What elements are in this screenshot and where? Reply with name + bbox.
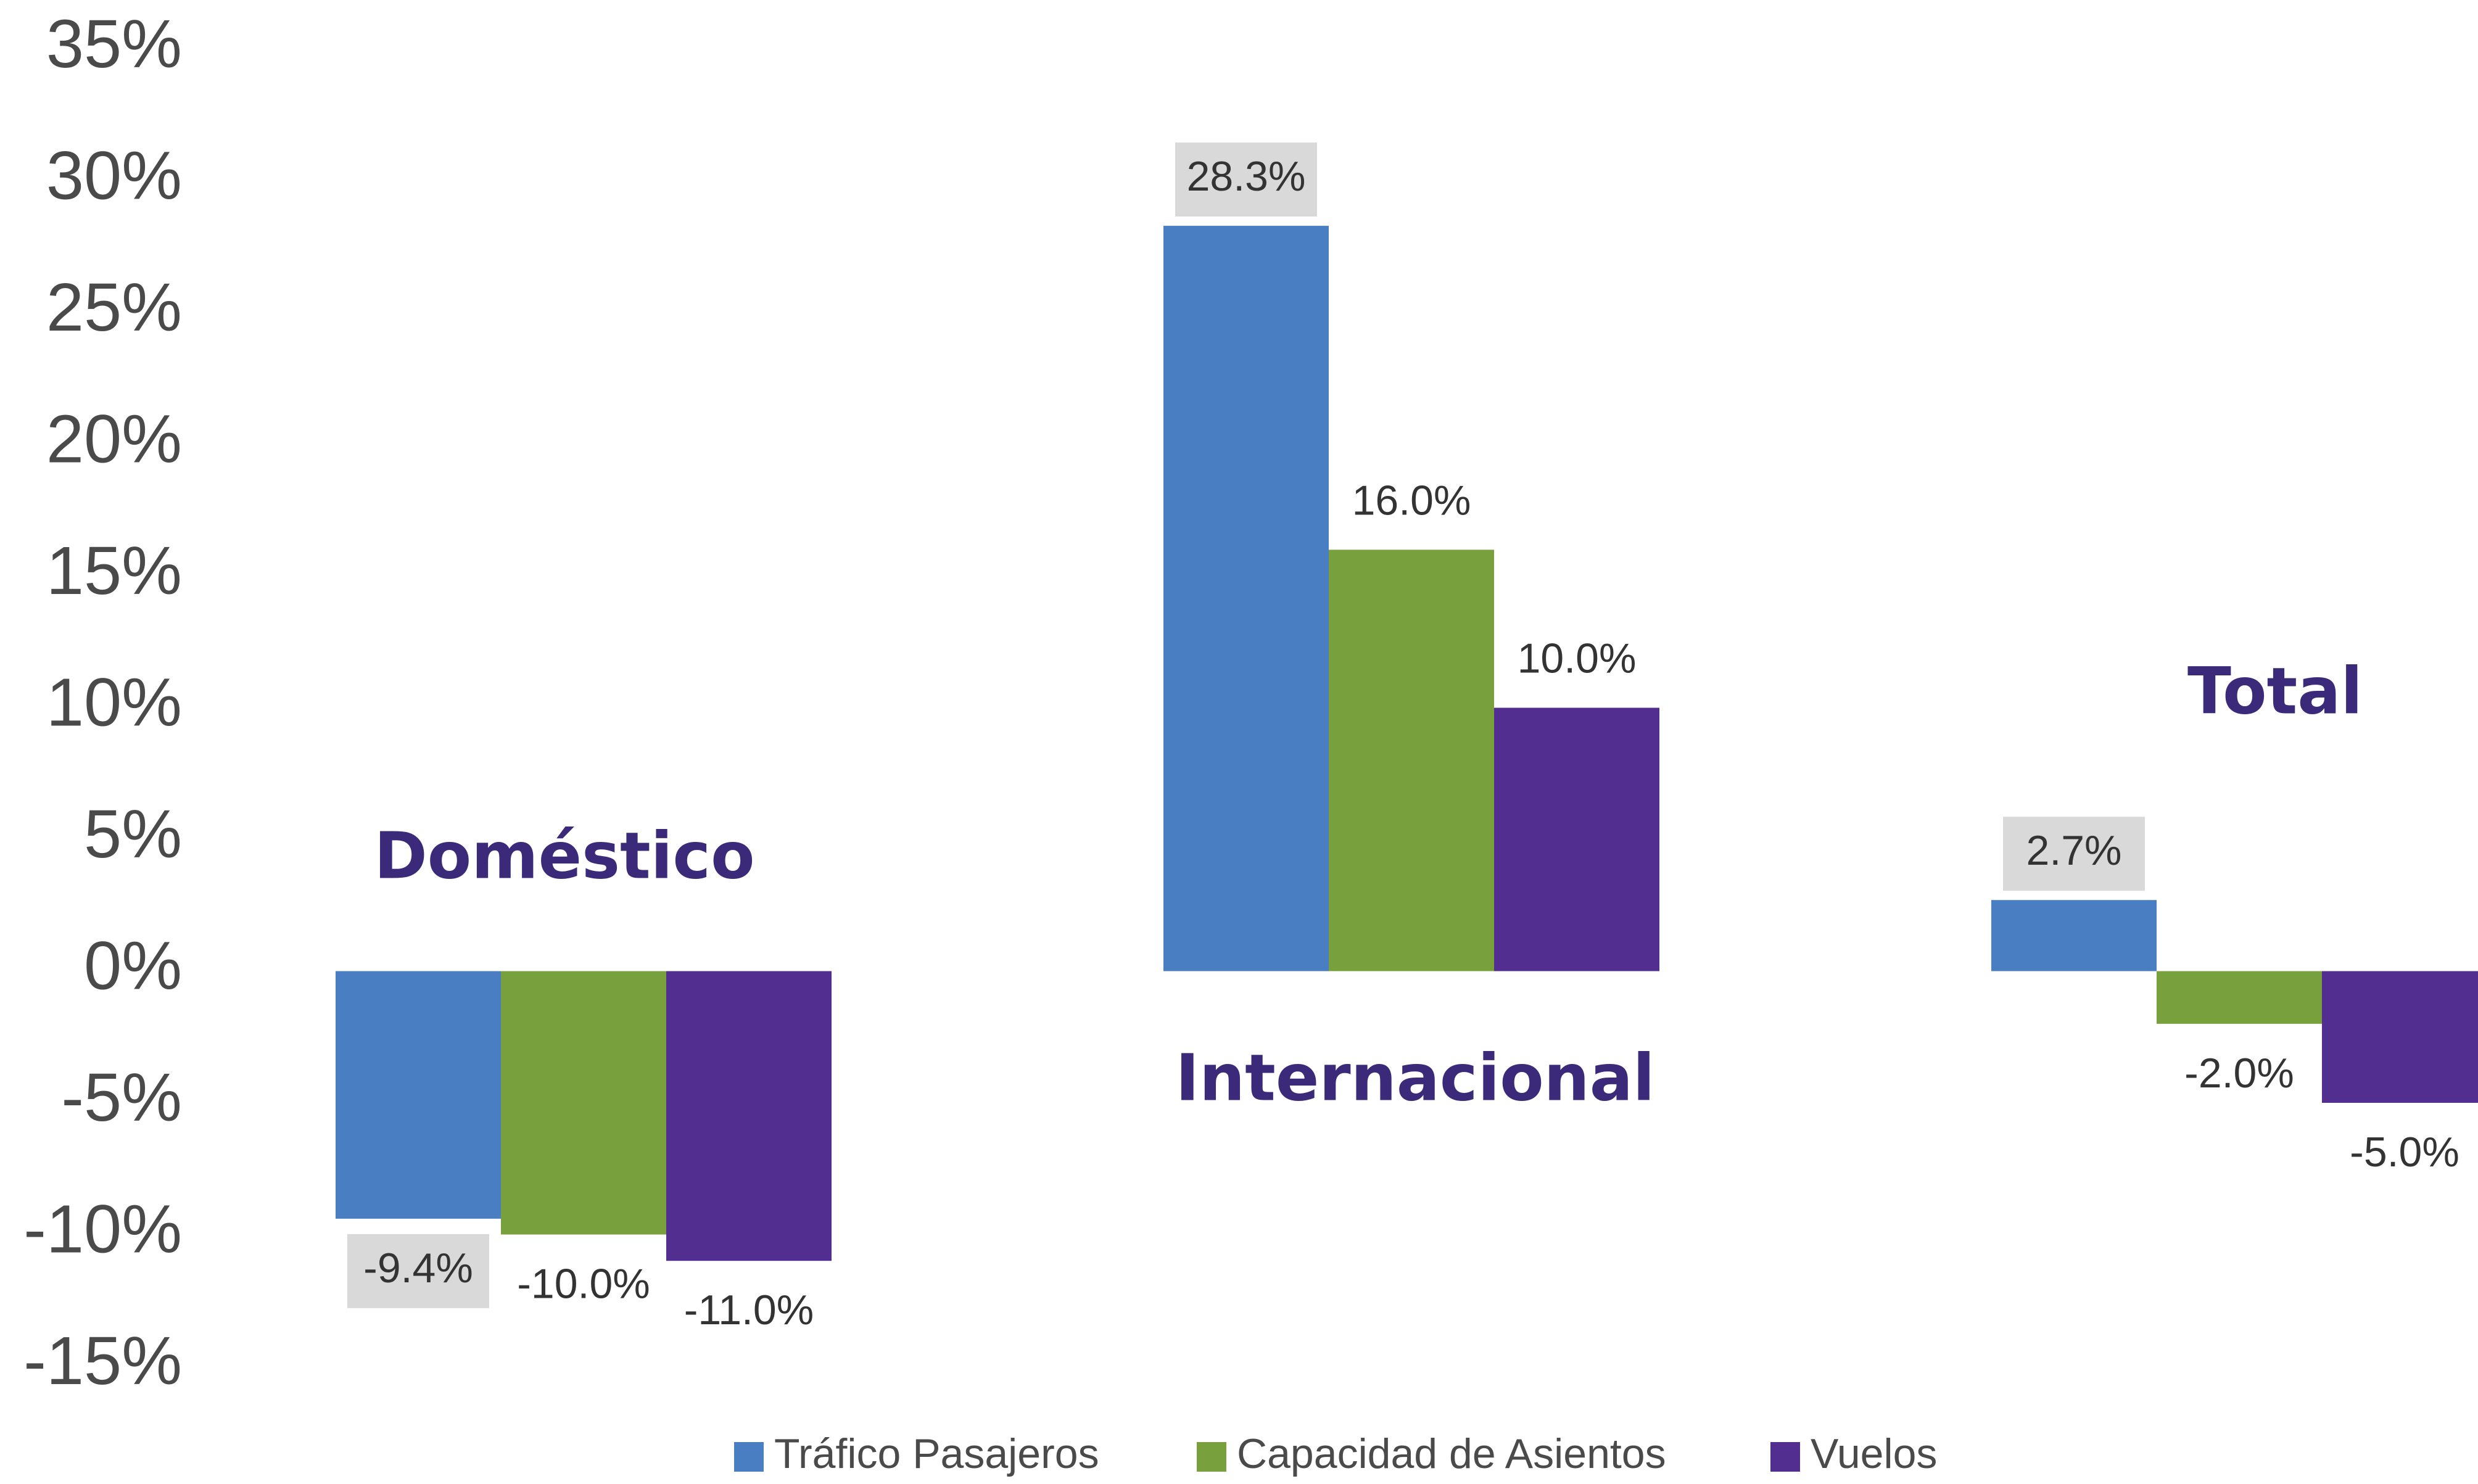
data-label: 16.0%: [1352, 477, 1471, 524]
y-tick-label: 5%: [84, 796, 182, 872]
y-tick-label: 35%: [46, 6, 182, 82]
y-axis: 35% 30% 25% 20% 15% 10% 5% 0% -5% -10% -15%: [23, 6, 182, 1399]
y-tick-label: 20%: [46, 402, 182, 477]
legend-label: Tráfico Pasajeros: [774, 1430, 1099, 1477]
legend-swatch: [1197, 1442, 1226, 1472]
bar-0-2: [1991, 900, 2157, 971]
y-tick-label: -10%: [23, 1192, 182, 1268]
y-tick-label: 25%: [46, 270, 182, 345]
bar-0-1: [1163, 226, 1329, 971]
bar-2-2: [2322, 971, 2478, 1103]
bar-1-2: [2157, 971, 2322, 1024]
data-label: -2.0%: [2184, 1050, 2294, 1097]
category-labels: Doméstico Internacional Total: [374, 653, 2363, 1115]
data-label: -9.4%: [363, 1245, 473, 1292]
bar-1-0: [501, 971, 666, 1235]
data-label: 2.7%: [2026, 827, 2122, 874]
bar-2-0: [666, 971, 832, 1261]
data-label-box: [347, 1234, 489, 1308]
legend-swatch: [1770, 1442, 1800, 1472]
data-label-box: [2003, 817, 2145, 891]
data-label-box: [1175, 142, 1317, 217]
category-label: Total: [2187, 653, 2363, 728]
bars: [336, 226, 2478, 1261]
y-tick-label: -15%: [23, 1323, 182, 1399]
y-tick-label: 10%: [46, 665, 182, 741]
y-tick-label: 15%: [46, 533, 182, 609]
data-label: 28.3%: [1187, 153, 1306, 200]
bar-2-1: [1494, 707, 1659, 971]
data-label: -11.0%: [684, 1287, 814, 1334]
bar-0-0: [336, 971, 501, 1219]
bar-1-1: [1329, 550, 1494, 971]
legend-label: Capacidad de Asientos: [1237, 1430, 1666, 1477]
y-tick-label: 0%: [84, 928, 182, 1004]
legend-label: Vuelos: [1811, 1430, 1937, 1477]
category-label: Internacional: [1175, 1040, 1654, 1115]
legend: Tráfico Pasajeros Capacidad de Asientos Vu…: [734, 1430, 1937, 1477]
y-tick-label: 30%: [46, 138, 182, 214]
category-label: Doméstico: [374, 818, 754, 893]
data-labels: -9.4% -10.0% -11.0% 28.3% 16.0% 10.0% 2.7% -2.0…: [347, 142, 2459, 1334]
y-tick-label: -5%: [61, 1060, 182, 1136]
data-label: -10.0%: [517, 1260, 650, 1307]
data-label: 10.0%: [1518, 635, 1637, 682]
data-label: -5.0%: [2350, 1129, 2459, 1176]
legend-swatch: [734, 1442, 764, 1472]
